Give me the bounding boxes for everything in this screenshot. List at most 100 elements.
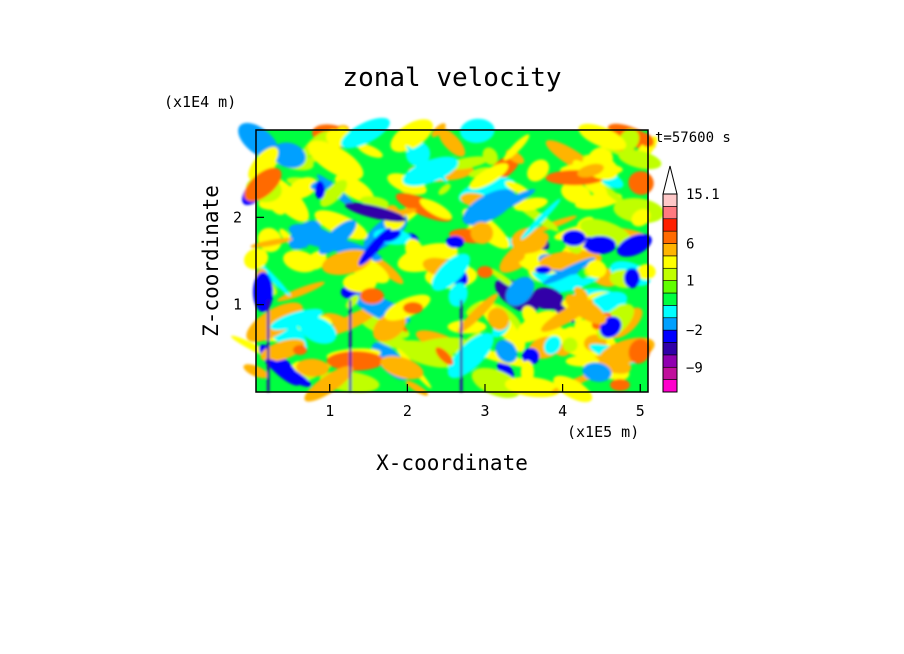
contour-blob: [505, 276, 535, 306]
contour-blob: [270, 308, 323, 331]
contour-blob: [272, 142, 306, 169]
contour-blob: [299, 316, 337, 344]
contour-core: [360, 288, 384, 304]
contour-blob: [617, 233, 652, 257]
contour-blob: [573, 286, 589, 301]
contour-blob: [327, 306, 380, 336]
contour-blob: [435, 347, 454, 366]
colorbar-swatch: [662, 317, 678, 331]
contour-blob: [340, 117, 390, 149]
contour-blob: [577, 163, 604, 178]
contour-blob: [381, 229, 402, 243]
contour-blob: [357, 143, 383, 158]
contour-core: [446, 236, 464, 248]
contour-blob: [513, 331, 526, 353]
contour-blob: [495, 339, 518, 363]
contour-blob: [638, 132, 654, 147]
x-tick-label: 2: [403, 402, 412, 420]
contour-blob: [345, 202, 406, 222]
contour-blob: [318, 219, 357, 255]
colorbar-tick-label: −9: [686, 360, 703, 376]
colorbar-swatch: [662, 342, 678, 356]
contour-blob: [462, 189, 516, 226]
colorbar-tick-label: 6: [686, 237, 694, 253]
contour-blob: [260, 339, 305, 362]
y-tick-label: 1: [233, 296, 242, 314]
contour-blob: [402, 156, 459, 187]
colorbar-tick-label: −2: [686, 323, 703, 339]
x-tick-label: 3: [480, 402, 489, 420]
contour-blob: [628, 338, 651, 364]
contour-blob: [543, 335, 562, 355]
contour-blob: [562, 337, 578, 353]
contour-blob: [522, 348, 540, 365]
contour-core: [477, 266, 493, 278]
colorbar-swatch: [662, 280, 678, 294]
contour-blob: [520, 360, 535, 384]
contour-blob: [562, 326, 575, 337]
colorbar-swatch: [662, 230, 678, 244]
colorbar-swatch: [662, 354, 678, 368]
contour-blob: [342, 272, 377, 293]
contour-blob: [447, 332, 494, 379]
colorbar-swatch: [662, 243, 678, 257]
contour-blob: [543, 257, 596, 285]
contour-core: [293, 345, 307, 355]
plot-area: [231, 117, 664, 403]
contour-blob: [521, 198, 561, 240]
contour-blob: [521, 305, 539, 326]
colorbar-swatch: [662, 193, 678, 207]
contour-blob: [553, 375, 593, 403]
contour-core: [562, 230, 586, 246]
x-scale-label: (x1E5 m): [567, 423, 639, 441]
contour-core: [624, 268, 640, 288]
contour-blob: [531, 287, 564, 310]
contour-blob: [308, 140, 364, 180]
contour-blob: [250, 237, 293, 248]
contour-blob: [431, 253, 471, 291]
y-tick-label: 2: [233, 208, 242, 226]
colorbar-swatch: [662, 292, 678, 306]
colorbar-swatch: [662, 206, 678, 220]
contour-field: [231, 117, 664, 403]
x-tick-label: 5: [636, 402, 645, 420]
contour-blob: [277, 281, 325, 302]
contour-blob: [580, 218, 631, 247]
contour-blob: [296, 358, 330, 377]
contour-blob: [469, 163, 509, 190]
contour-blob: [574, 192, 622, 210]
chart-title: zonal velocity: [342, 63, 561, 93]
contour-blob: [586, 260, 607, 279]
contour-blob: [515, 310, 558, 343]
contour-blob: [369, 254, 404, 285]
colorbar-swatch: [662, 267, 678, 281]
contour-streak: [349, 300, 352, 392]
contour-core: [403, 302, 423, 314]
contour-blob: [448, 282, 468, 307]
contour-blob: [321, 249, 372, 275]
contour-blob: [505, 181, 530, 195]
y-axis-label: Z-coordinate: [199, 185, 223, 337]
contour-blob: [502, 252, 525, 265]
x-axis: 1 2 3 4 5: [325, 384, 645, 420]
contour-blob: [637, 264, 656, 280]
contour-blob: [471, 367, 522, 398]
colorbar-swatch: [662, 366, 678, 380]
contour-blob: [283, 250, 318, 273]
contour-blob: [565, 294, 607, 325]
x-tick-label: 1: [325, 402, 334, 420]
time-label: t=57600 s: [655, 130, 731, 146]
colorbar-swatch: [662, 218, 678, 232]
contour-blob: [380, 355, 424, 380]
contour-streak: [460, 300, 463, 392]
y-axis: 12: [233, 208, 264, 314]
contour-blob: [460, 118, 495, 143]
colorbar-swatch: [662, 379, 678, 393]
y-scale-label: (x1E4 m): [164, 93, 236, 111]
contour-blob: [326, 351, 384, 371]
x-axis-label: X-coordinate: [376, 451, 528, 475]
contour-core: [610, 379, 630, 391]
contour-core: [535, 266, 551, 274]
contour-blob: [503, 134, 530, 161]
contour-blob: [244, 167, 282, 202]
